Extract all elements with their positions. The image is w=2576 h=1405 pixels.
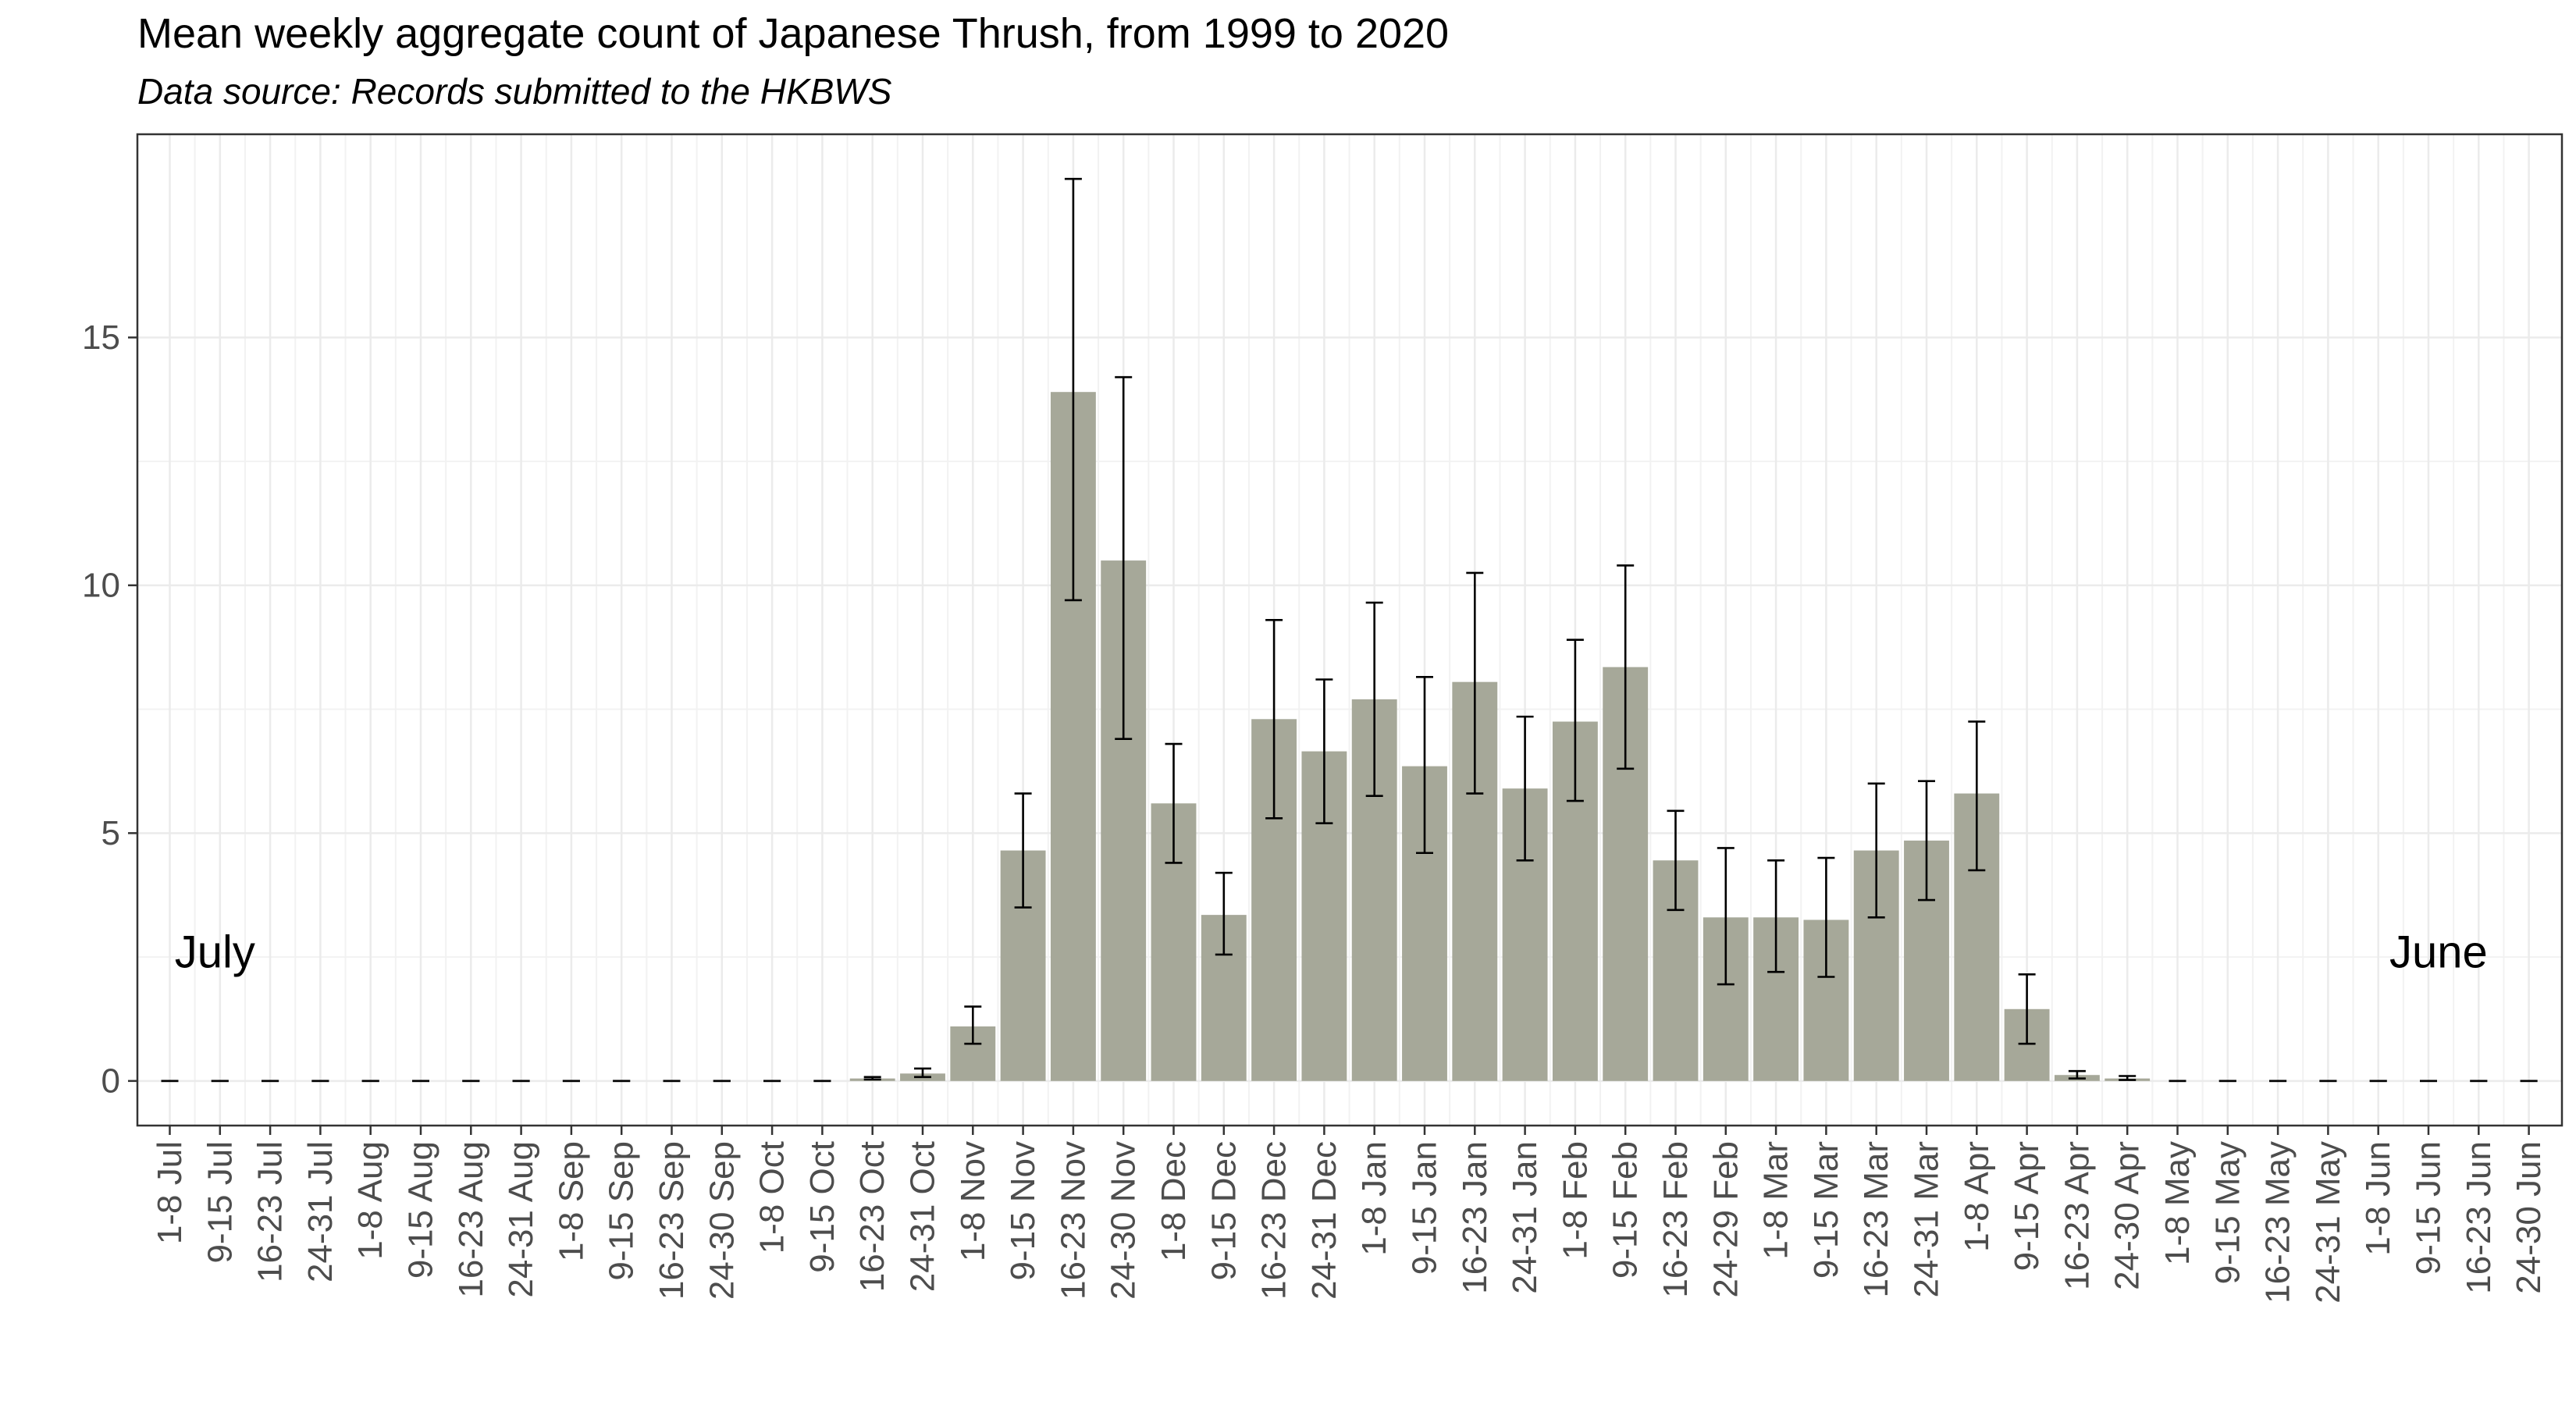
error-bar [1115, 375, 1133, 741]
error-bar [1767, 859, 1785, 973]
x-tick-label: 24-31 Dec [1305, 1141, 1343, 1300]
x-tick-label: 24-29 Feb [1706, 1141, 1745, 1298]
x-tick-label: 16-23 Dec [1255, 1141, 1293, 1300]
y-tick-label: 5 [101, 814, 120, 852]
x-tick-label: 16-23 May [2259, 1141, 2297, 1304]
x-tick-label: 1-8 Jan [1355, 1141, 1393, 1256]
error-bar [1315, 678, 1333, 824]
y-tick-label: 15 [82, 318, 120, 357]
x-tick-label: 1-8 Apr [1958, 1141, 1996, 1252]
x-tick-label: 1-8 Jul [151, 1141, 189, 1244]
error-bar [2018, 973, 2036, 1045]
error-bar [1365, 601, 1383, 798]
plot-border [136, 133, 2564, 1127]
error-bar [1416, 676, 1433, 855]
x-tick-label: 9-15 Oct [803, 1141, 841, 1273]
x-tick-label: 16-23 Mar [1857, 1141, 1895, 1298]
error-bar [1817, 856, 1835, 978]
x-tick-label: 1-8 Aug [351, 1141, 390, 1260]
error-bar [1717, 847, 1735, 986]
x-tick-label: 24-31 Jan [1506, 1141, 1544, 1294]
error-bar [1014, 792, 1032, 909]
error-bar [1516, 715, 1534, 862]
x-tick-label: 16-23 Aug [452, 1141, 490, 1298]
error-bar [1064, 177, 1082, 602]
x-tick-label: 9-15 Aug [402, 1141, 440, 1279]
x-tick-label: 9-15 Jan [1406, 1141, 1444, 1275]
error-bar [1667, 809, 1685, 912]
error-bar [1566, 638, 1584, 802]
y-tick-label: 0 [101, 1062, 120, 1100]
x-axis: 1-8 Jul 9-15 Jul 16-23 Jul 24-31 Jul 1-8 Aug… [151, 1126, 2548, 1304]
x-tick-label: 1-8 Dec [1155, 1141, 1193, 1261]
x-tick-label: 24-31 Mar [1908, 1141, 1946, 1298]
x-tick-label: 16-23 Sep [653, 1141, 691, 1300]
x-tick-label: 24-30 Jun [2510, 1141, 2548, 1294]
y-axis: 0 5 10 15 [82, 318, 137, 1100]
x-tick-label: 9-15 Jul [201, 1141, 239, 1264]
error-bar [1617, 564, 1635, 770]
y-tick-label: 10 [82, 566, 120, 604]
x-tick-label: 9-15 Apr [2008, 1141, 2046, 1271]
x-tick-label: 16-23 Jun [2460, 1141, 2498, 1294]
error-bar [2068, 1069, 2086, 1080]
x-tick-label: 9-15 Nov [1004, 1141, 1042, 1281]
error-bar [1165, 742, 1183, 864]
error-bar [1867, 782, 1885, 919]
error-bar [2119, 1075, 2137, 1081]
annotation-label: June [2389, 927, 2488, 977]
error-bar [1466, 571, 1484, 795]
x-tick-label: 1-8 Mar [1757, 1141, 1795, 1260]
x-tick-label: 1-8 May [2158, 1141, 2197, 1265]
error-bar [1918, 780, 1935, 902]
annotation-label: July [175, 927, 255, 977]
x-tick-label: 9-15 Sep [603, 1141, 641, 1281]
error-bar [964, 1005, 982, 1045]
error-bar [1265, 618, 1283, 820]
x-tick-label: 9-15 Feb [1606, 1141, 1645, 1279]
error-bar [863, 1076, 881, 1081]
x-tick-label: 24-30 Sep [703, 1141, 741, 1300]
x-tick-label: 24-30 Nov [1105, 1141, 1143, 1300]
x-tick-label: 24-31 May [2309, 1141, 2347, 1304]
chart-title: Mean weekly aggregate count of Japanese … [137, 10, 1450, 57]
error-bar [914, 1067, 931, 1079]
grid-minor [137, 134, 2562, 1126]
x-tick-label: 1-8 Nov [954, 1141, 992, 1261]
x-tick-label: 1-8 Oct [753, 1141, 792, 1254]
x-tick-label: 16-23 Apr [2058, 1141, 2096, 1290]
error-bar [1968, 720, 1986, 872]
x-tick-label: 9-15 May [2208, 1141, 2247, 1284]
x-tick-label: 9-15 Dec [1204, 1141, 1243, 1281]
x-tick-label: 16-23 Oct [853, 1141, 891, 1292]
x-tick-label: 9-15 Mar [1807, 1141, 1845, 1279]
error-bars [161, 177, 2538, 1083]
x-tick-label: 16-23 Nov [1054, 1141, 1092, 1300]
x-tick-label: 24-31 Jul [301, 1141, 340, 1282]
x-tick-label: 16-23 Jan [1456, 1141, 1494, 1294]
annotations: July June [175, 927, 2488, 977]
x-tick-label: 16-23 Feb [1656, 1141, 1695, 1298]
x-tick-label: 1-8 Feb [1556, 1141, 1594, 1260]
error-bar [1215, 871, 1233, 956]
x-tick-label: 24-31 Oct [904, 1141, 942, 1292]
x-tick-label: 24-30 Apr [2108, 1141, 2147, 1290]
x-tick-label: 1-8 Jun [2359, 1141, 2397, 1256]
chart-subtitle: Data source: Records submitted to the HK… [137, 71, 892, 112]
x-tick-label: 24-31 Aug [502, 1141, 540, 1298]
x-tick-label: 1-8 Sep [552, 1141, 590, 1261]
x-tick-label: 9-15 Jun [2410, 1141, 2448, 1275]
x-tick-label: 16-23 Jul [251, 1141, 290, 1282]
